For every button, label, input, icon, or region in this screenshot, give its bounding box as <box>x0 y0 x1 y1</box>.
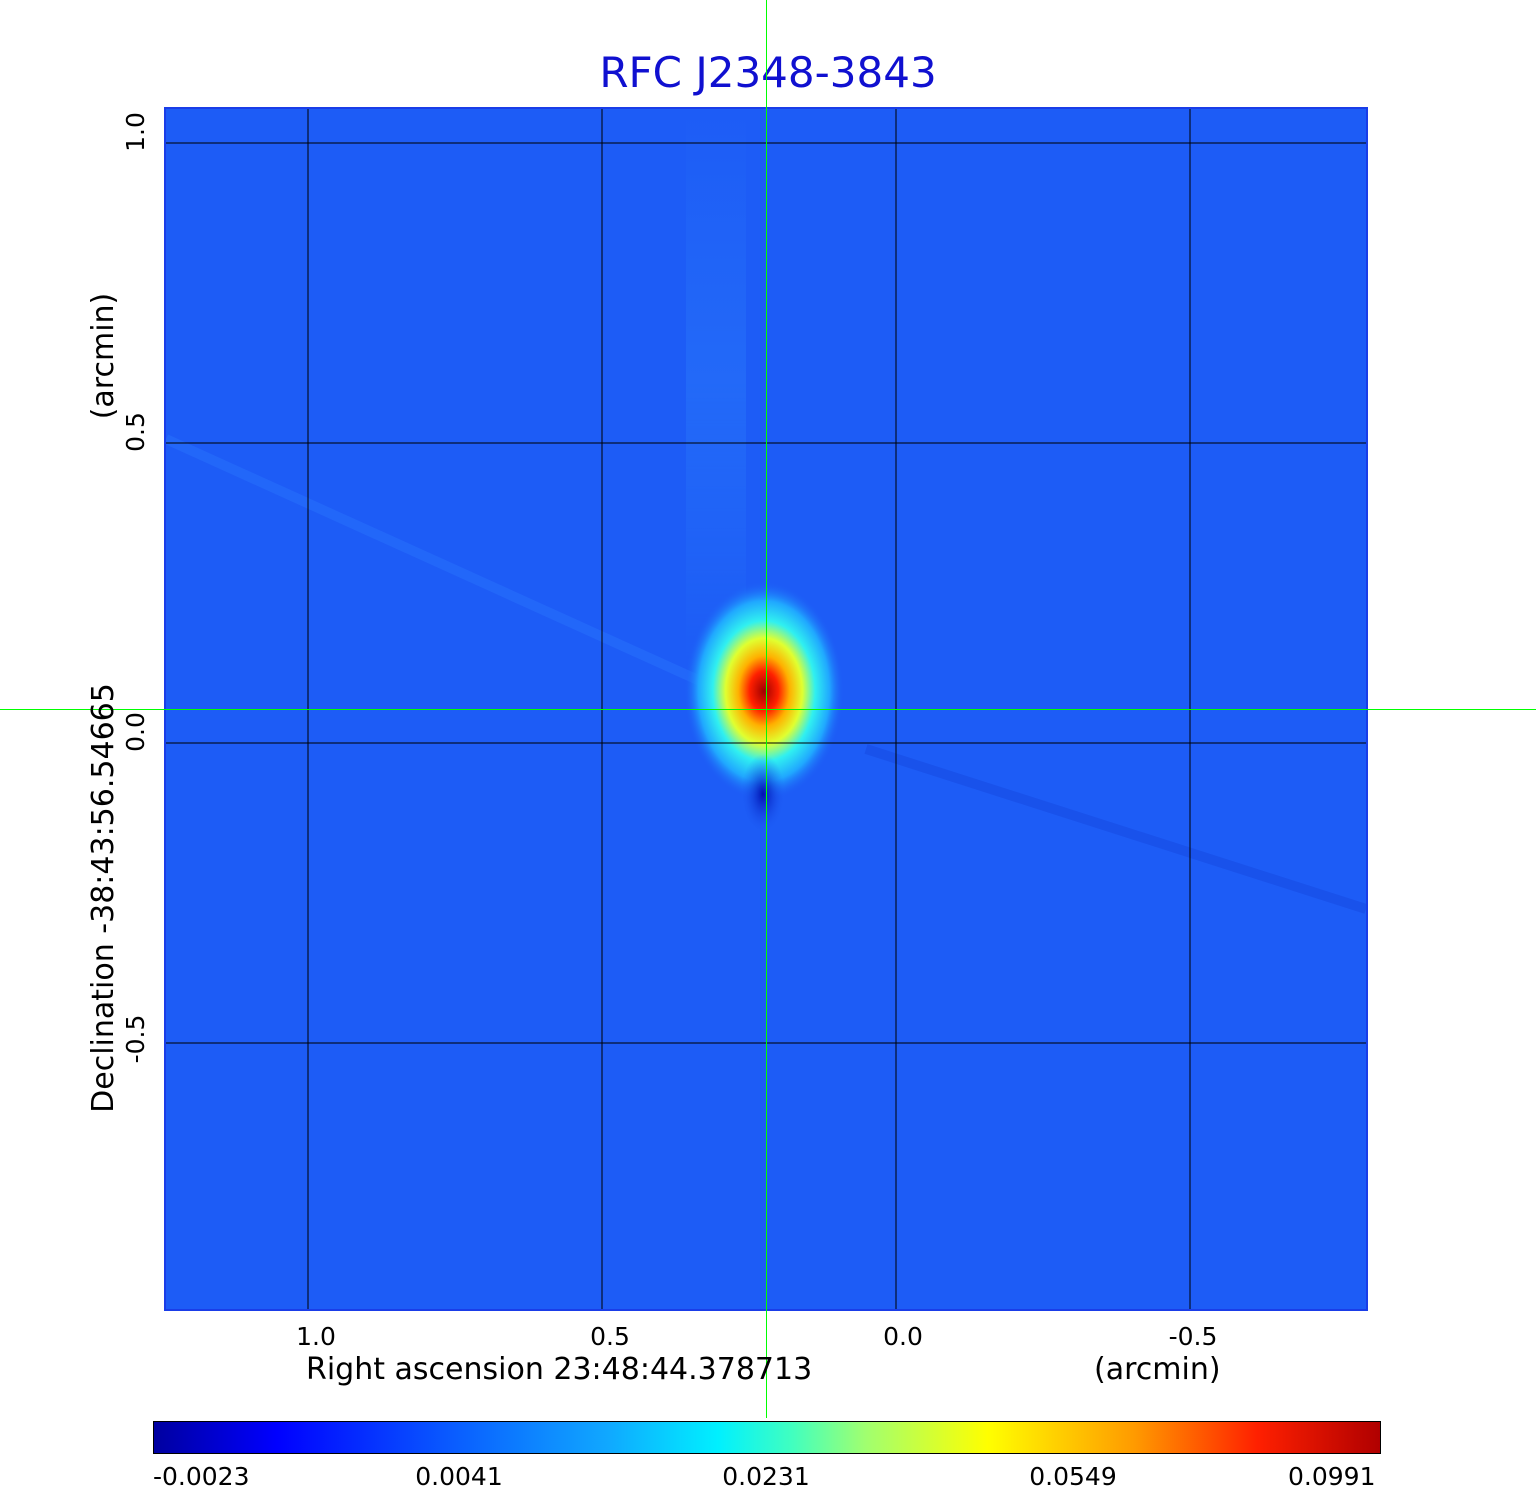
x-axis-label: Right ascension 23:48:44.378713 <box>306 1352 813 1387</box>
sky-image-canvas <box>166 109 1366 1309</box>
y-tick-label: 1.0 <box>121 112 150 152</box>
y-tick-label: 0.5 <box>121 412 150 452</box>
colorbar-label: 0.0041 <box>415 1462 503 1491</box>
colorbar-label: 0.0991 <box>1288 1462 1376 1491</box>
colorbar-label: 0.0549 <box>1029 1462 1117 1491</box>
sidelobe-streaks <box>166 109 1366 914</box>
colorbar-label: 0.0231 <box>722 1462 810 1491</box>
y-axis-unit: (arcmin) <box>86 292 121 420</box>
image-title: RFC J2348-3843 <box>599 48 937 97</box>
y-axis-label: Declination -38:43:56.54665 <box>86 683 121 1113</box>
negative-lobe <box>741 754 785 834</box>
x-tick-label: 0.0 <box>883 1322 923 1351</box>
x-tick-label: 0.5 <box>590 1322 630 1351</box>
y-tick-label: -0.5 <box>121 1014 150 1064</box>
y-tick-label: 0.0 <box>121 712 150 752</box>
radio-source <box>684 581 844 801</box>
x-tick-label: -0.5 <box>1168 1322 1218 1351</box>
colorbar-label: -0.0023 <box>153 1462 250 1491</box>
x-tick-label: 1.0 <box>296 1322 336 1351</box>
colorbar <box>153 1421 1381 1454</box>
x-axis-unit: (arcmin) <box>1094 1352 1221 1387</box>
